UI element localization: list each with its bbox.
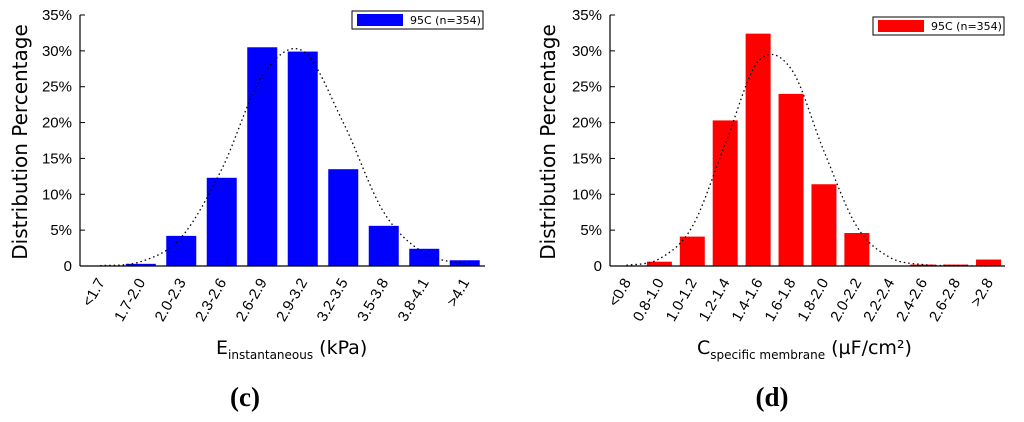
y-tick-label: 15%	[42, 150, 72, 167]
legend: 95C (n=354)	[872, 16, 1005, 36]
bar	[247, 47, 278, 267]
bar	[712, 120, 738, 266]
bar	[910, 264, 936, 266]
legend-swatch	[878, 20, 924, 32]
x-tick-label: 2.2-2.4	[860, 276, 898, 325]
y-ticks: 0 5% 10% 15% 20% 25% 30% 35%	[42, 7, 85, 275]
bar	[287, 51, 318, 267]
y-tick-label: 0	[594, 258, 602, 275]
bar	[166, 235, 197, 266]
x-label-subscript: specific membrane	[710, 348, 825, 362]
x-tick-label: 1.2-1.4	[696, 276, 734, 325]
x-tick-label: 1.4-1.6	[729, 276, 767, 325]
y-axis-label: Distribution Percentage	[536, 24, 560, 260]
panel-label: (c)	[230, 382, 260, 412]
bars	[646, 33, 1002, 266]
y-ticks: 0 5% 10% 15% 20% 25% 30% 35%	[572, 7, 615, 275]
x-tick-label: 2.4-2.6	[893, 276, 931, 325]
y-tick-label: 25%	[572, 79, 602, 96]
bar	[328, 169, 359, 266]
x-tick-label: <0.8	[605, 276, 635, 310]
y-tick-label: 20%	[572, 115, 602, 132]
x-tick-label: 2.9-3.2	[273, 276, 311, 325]
x-label-subscript: instantaneous	[228, 348, 313, 362]
bar	[844, 233, 870, 266]
x-axis-label: Cspecific membrane (µF/cm²)	[697, 337, 912, 362]
y-tick-label: 30%	[42, 43, 72, 60]
y-tick-label: 30%	[572, 43, 602, 60]
x-tick-label: 0.8-1.0	[630, 276, 668, 325]
bar	[125, 263, 156, 266]
fit-curve	[626, 53, 989, 267]
bar	[811, 184, 837, 266]
y-tick-label: 35%	[572, 7, 602, 24]
chart-panel-d: Distribution Percentage 0 5% 10% 15% 20% 25% 3…	[536, 7, 1005, 412]
x-axis-label: Einstantaneous (kPa)	[216, 337, 367, 362]
x-label-main: C	[697, 337, 710, 359]
bar	[778, 93, 804, 266]
bar	[409, 248, 440, 266]
legend-swatch	[357, 14, 403, 26]
y-axis-label: Distribution Percentage	[8, 24, 32, 260]
x-tick-label: 3.5-3.8	[354, 276, 392, 325]
bar	[646, 261, 672, 266]
y-tick-label: 10%	[572, 186, 602, 203]
x-label-unit: (kPa)	[313, 337, 367, 359]
y-tick-label: 5%	[50, 222, 72, 239]
x-tick-label: 1.6-1.8	[761, 276, 799, 325]
x-tick-label: >2.8	[967, 276, 997, 310]
y-tick-label: 0	[64, 258, 72, 275]
panel-label: (d)	[756, 382, 789, 412]
chart-panel-c: Distribution Percentage 0 5% 10% 15% 20% 25% 3…	[8, 7, 485, 412]
x-tick-label: 2.0-2.3	[152, 276, 190, 325]
x-tick-label: 2.3-2.6	[192, 276, 230, 325]
x-tick-label: 3.2-3.5	[314, 276, 352, 325]
y-tick-label: 25%	[42, 79, 72, 96]
y-tick-label: 5%	[580, 222, 602, 239]
bar	[745, 33, 771, 266]
x-ticks: <1.7 1.7-2.0 2.0-2.3 2.3-2.6 2.6-2.9 2.9-3.2 3…	[79, 276, 473, 325]
x-ticks: <0.80.8-1.01.0-1.21.2-1.41.4-1.61.6-1.81…	[605, 276, 997, 325]
x-tick-label: 3.8-4.1	[395, 276, 433, 325]
bar	[976, 259, 1002, 266]
x-tick-label: <1.7	[79, 276, 109, 310]
x-tick-label: >4.1	[444, 276, 474, 310]
bar	[943, 264, 969, 266]
x-tick-label: 2.6-2.9	[233, 276, 271, 325]
bar	[679, 236, 705, 266]
y-tick-label: 15%	[572, 150, 602, 167]
legend: 95C (n=354)	[351, 10, 484, 30]
bar	[368, 225, 399, 266]
x-tick-label: 1.8-2.0	[794, 276, 832, 325]
y-tick-label: 35%	[42, 7, 72, 24]
fit-curve	[100, 48, 465, 267]
bar	[449, 260, 480, 266]
bar	[206, 177, 237, 266]
bars	[125, 47, 480, 267]
x-label-main: E	[216, 337, 228, 359]
x-tick-label: 1.0-1.2	[663, 276, 701, 325]
x-label-unit: (µF/cm²)	[825, 337, 912, 359]
y-tick-label: 20%	[42, 115, 72, 132]
x-tick-label: 1.7-2.0	[111, 276, 149, 325]
legend-label: 95C (n=354)	[410, 14, 481, 27]
x-tick-label: 2.6-2.8	[926, 276, 964, 325]
y-tick-label: 10%	[42, 186, 72, 203]
x-tick-label: 2.0-2.2	[827, 276, 865, 325]
legend-label: 95C (n=354)	[931, 20, 1002, 33]
